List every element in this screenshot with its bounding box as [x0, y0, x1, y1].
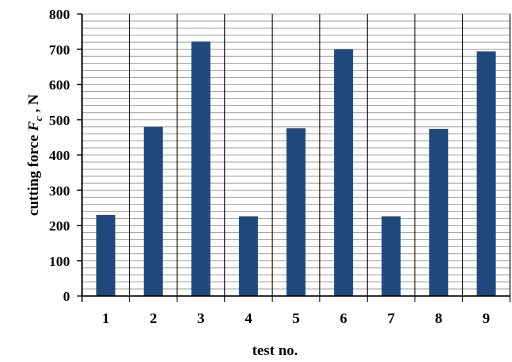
y-tick-label: 100	[49, 255, 70, 270]
x-tick-label: 5	[292, 311, 300, 327]
bar	[429, 128, 449, 296]
bars	[96, 41, 496, 297]
x-tick-label: 4	[245, 311, 253, 327]
bar	[96, 214, 116, 296]
bar	[334, 49, 354, 296]
y-axis-label-symbol: F	[26, 121, 42, 132]
y-tick-label: 600	[49, 79, 70, 94]
y-tick-labels: 0 100 200 300 400 500 600 700 800	[49, 8, 70, 305]
x-axis-label: test no.	[252, 343, 298, 359]
bar	[238, 216, 258, 296]
x-tick-label: 1	[102, 311, 110, 327]
bar	[286, 128, 306, 296]
y-tick-label: 400	[49, 149, 70, 164]
y-axis-label-prefix: cutting force	[26, 131, 42, 216]
x-tick-label: 2	[150, 311, 158, 327]
y-tick-label: 800	[49, 8, 70, 23]
bar	[476, 51, 496, 296]
y-tick-label: 0	[63, 290, 70, 305]
bar	[191, 41, 211, 297]
x-tick-label: 8	[435, 311, 443, 327]
y-tick-label: 200	[49, 220, 70, 235]
x-tick-labels: 1 2 3 4 5 6 7 8 9	[102, 311, 490, 327]
x-tick-label: 7	[387, 311, 395, 327]
bar	[381, 216, 401, 296]
category-separators	[129, 14, 511, 302]
y-tick-label: 500	[49, 114, 70, 129]
axes	[77, 13, 510, 302]
x-tick-label: 6	[340, 311, 348, 327]
y-tick-label: 700	[49, 43, 70, 58]
y-axis-label-subscript: c	[33, 116, 45, 121]
x-tick-label: 9	[482, 311, 490, 327]
x-tick-label: 3	[197, 311, 205, 327]
y-tick-label: 300	[49, 184, 70, 199]
bar	[143, 126, 163, 296]
y-axis-label: cutting force Fc , N	[26, 94, 45, 216]
y-axis-label-suffix: , N	[26, 94, 42, 116]
